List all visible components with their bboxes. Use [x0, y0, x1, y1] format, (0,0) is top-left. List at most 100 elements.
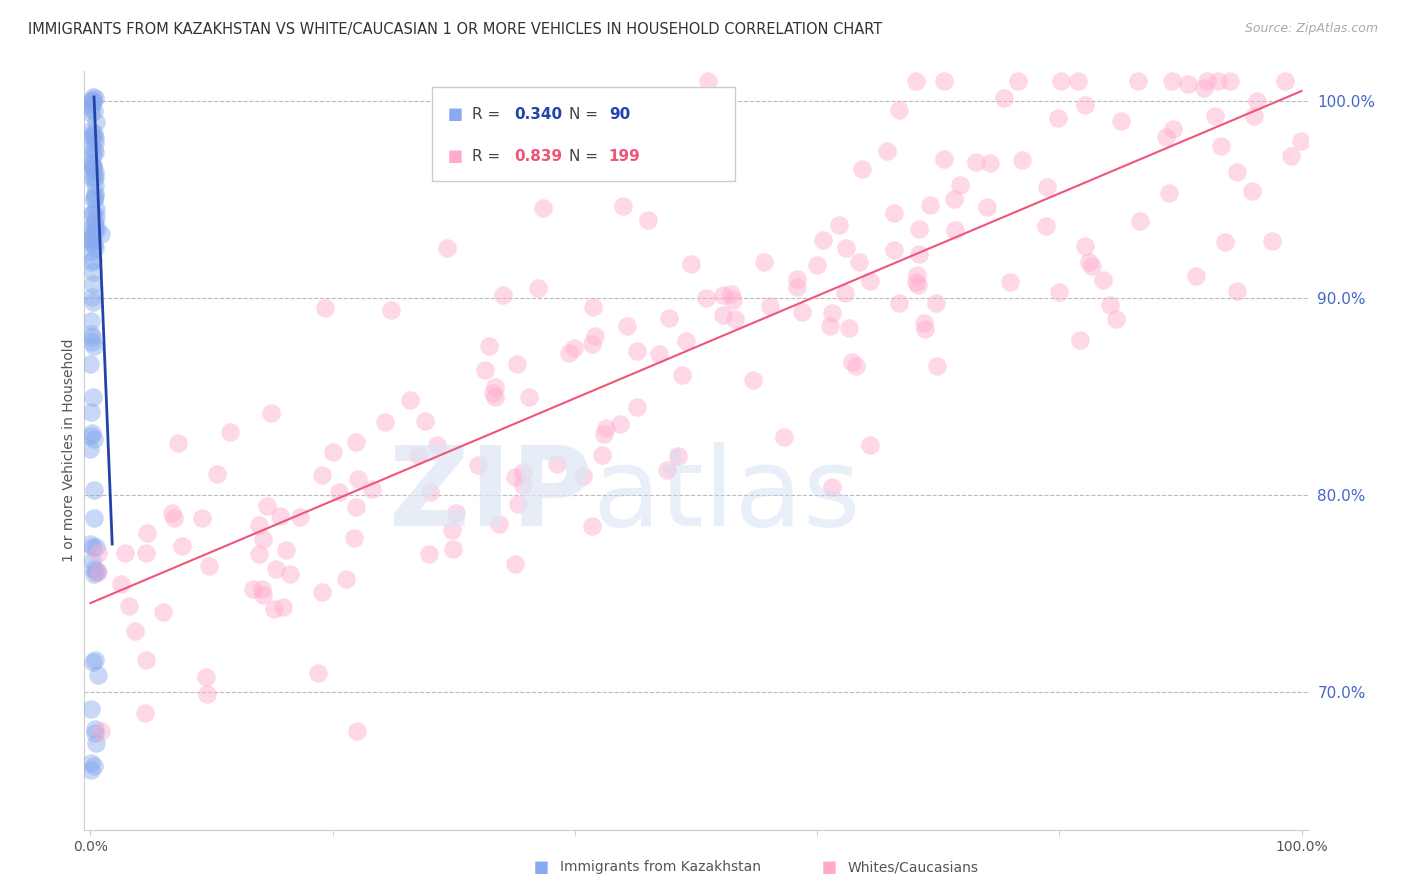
Point	[79, 442, 101, 456]
Point	[86, 564, 108, 578]
Point	[616, 318, 638, 333]
Text: Whites/Caucasians: Whites/Caucasians	[848, 860, 979, 874]
Point	[134, 706, 156, 720]
Point	[436, 241, 458, 255]
Point	[80, 129, 103, 144]
Point	[482, 386, 505, 401]
Point	[484, 390, 506, 404]
Point	[1243, 109, 1265, 123]
Point	[83, 511, 105, 525]
Point	[1192, 80, 1215, 95]
Text: R =: R =	[472, 107, 506, 121]
Point	[695, 291, 717, 305]
Point	[84, 220, 107, 235]
Point	[83, 141, 105, 155]
Point	[82, 129, 104, 144]
Point	[1226, 165, 1249, 179]
Point	[828, 218, 851, 232]
Point	[83, 758, 105, 772]
Point	[152, 606, 174, 620]
Point	[758, 299, 780, 313]
Point	[512, 465, 534, 479]
Point	[190, 511, 212, 525]
Point	[110, 576, 132, 591]
Point	[322, 445, 344, 459]
Text: 0.839: 0.839	[515, 149, 562, 163]
Point	[84, 178, 107, 192]
Point	[84, 565, 107, 579]
Point	[83, 171, 105, 186]
Point	[83, 722, 105, 736]
Point	[612, 199, 634, 213]
Point	[583, 329, 606, 343]
Point	[80, 335, 103, 350]
Point	[713, 288, 735, 302]
Point	[311, 467, 333, 482]
Point	[467, 458, 489, 472]
Point	[671, 368, 693, 382]
Point	[609, 417, 631, 431]
Point	[80, 756, 103, 771]
Point	[582, 300, 605, 314]
Point	[84, 726, 107, 740]
Text: N =: N =	[569, 149, 603, 163]
Point	[1240, 184, 1263, 198]
Point	[80, 255, 103, 269]
Point	[821, 480, 844, 494]
Point	[527, 281, 550, 295]
Point	[1204, 109, 1226, 123]
Point	[721, 293, 744, 307]
Point	[675, 334, 697, 348]
Point	[889, 103, 911, 117]
Point	[441, 541, 464, 556]
Point	[1067, 74, 1090, 88]
Text: Source: ZipAtlas.com: Source: ZipAtlas.com	[1244, 22, 1378, 36]
Text: 0.340: 0.340	[515, 107, 562, 121]
Point	[488, 516, 510, 531]
Text: 199: 199	[609, 149, 641, 163]
Point	[834, 285, 856, 300]
Point	[1129, 214, 1152, 228]
Point	[82, 163, 104, 178]
Point	[593, 426, 616, 441]
Point	[1081, 259, 1104, 273]
Point	[247, 548, 270, 562]
Point	[271, 600, 294, 615]
Point	[720, 287, 742, 301]
Point	[80, 228, 103, 243]
Point	[163, 511, 186, 525]
Point	[1105, 311, 1128, 326]
Point	[79, 105, 101, 120]
Point	[86, 222, 108, 236]
Point	[83, 218, 105, 232]
Point	[80, 429, 103, 443]
Point	[219, 425, 242, 439]
Point	[1185, 269, 1208, 284]
Point	[925, 296, 948, 310]
Text: ▪: ▪	[447, 103, 464, 126]
Point	[256, 499, 278, 513]
Point	[914, 322, 936, 336]
Point	[79, 327, 101, 342]
Point	[905, 74, 928, 88]
Text: R =: R =	[472, 149, 506, 163]
Point	[415, 414, 437, 428]
Point	[335, 572, 357, 586]
Point	[440, 523, 463, 537]
Point	[932, 153, 955, 167]
Point	[250, 582, 273, 596]
Point	[786, 280, 808, 294]
Point	[711, 308, 734, 322]
Text: ▪: ▪	[821, 855, 838, 879]
Point	[835, 241, 858, 255]
Point	[205, 467, 228, 482]
Point	[87, 565, 110, 579]
Point	[503, 557, 526, 571]
Point	[82, 160, 104, 174]
Point	[1274, 74, 1296, 88]
Point	[80, 102, 103, 116]
Point	[821, 306, 844, 320]
Point	[925, 359, 948, 374]
Point	[845, 359, 868, 373]
Point	[83, 432, 105, 446]
